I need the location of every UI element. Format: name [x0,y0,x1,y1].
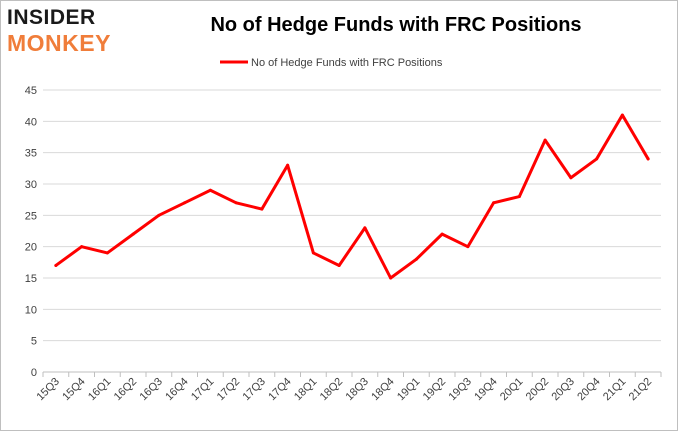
y-tick-label: 35 [25,148,37,160]
data-point [466,245,470,249]
data-point [131,232,135,236]
data-point [646,157,650,161]
series-line [54,113,650,280]
y-tick-label: 15 [25,273,37,285]
x-tick-label: 17Q2 [215,376,243,404]
data-point [234,201,238,205]
data-point [569,176,573,180]
y-tick-label: 30 [25,179,37,191]
y-tick-label: 5 [31,336,37,348]
logo-line-1: INSIDER [7,6,96,29]
y-tick-label: 0 [31,367,37,379]
data-point [105,251,109,255]
data-point [620,113,624,117]
y-tick-label: 20 [25,242,37,254]
data-point [517,195,521,199]
x-tick-label: 21Q2 [627,376,655,404]
x-tick-label: 17Q1 [189,376,217,404]
x-tick-label: 19Q2 [421,376,449,404]
x-tick-label: 20Q4 [575,376,603,404]
data-point [80,245,84,249]
x-tick-label: 18Q4 [369,376,397,404]
x-tick-label: 19Q4 [472,376,500,404]
data-point [286,163,290,167]
data-point [492,201,496,205]
data-point [363,226,367,230]
data-point [183,201,187,205]
chart-title: No of Hedge Funds with FRC Positions [210,14,582,36]
data-point [543,138,547,142]
x-tick-label: 15Q3 [34,376,62,404]
data-point [54,263,58,267]
y-tick-label: 40 [25,116,37,128]
data-point [440,232,444,236]
x-tick-label: 18Q1 [292,376,320,404]
x-tick-label: 20Q2 [524,376,552,404]
data-point [414,257,418,261]
y-tick-label: 25 [25,210,37,222]
x-tick-label: 15Q4 [60,376,88,404]
x-tick-label: 16Q4 [163,376,191,404]
legend-label: No of Hedge Funds with FRC Positions [251,57,443,69]
data-point [595,157,599,161]
x-tick-label: 19Q3 [446,376,474,404]
x-tick-label: 18Q2 [318,376,346,404]
x-tick-label: 17Q3 [240,376,268,404]
data-point [208,188,212,192]
data-point [389,276,393,280]
data-point [260,207,264,211]
x-tick-label: 19Q1 [395,376,423,404]
y-tick-label: 10 [25,304,37,316]
x-tick-label: 21Q1 [601,376,629,404]
data-point [311,251,315,255]
data-point [337,263,341,267]
x-tick-label: 16Q3 [137,376,165,404]
x-tick-label: 16Q1 [86,376,114,404]
data-point [157,213,161,217]
x-tick-label: 20Q3 [549,376,577,404]
x-tick-label: 17Q4 [266,376,294,404]
insider-monkey-logo: INSIDER MONKEY [7,7,129,57]
x-tick-label: 18Q3 [343,376,371,404]
x-tick-label: 20Q1 [498,376,526,404]
logo-line-2: MONKEY [7,30,111,56]
y-tick-label: 45 [25,85,37,97]
x-tick-label: 16Q2 [112,376,140,404]
